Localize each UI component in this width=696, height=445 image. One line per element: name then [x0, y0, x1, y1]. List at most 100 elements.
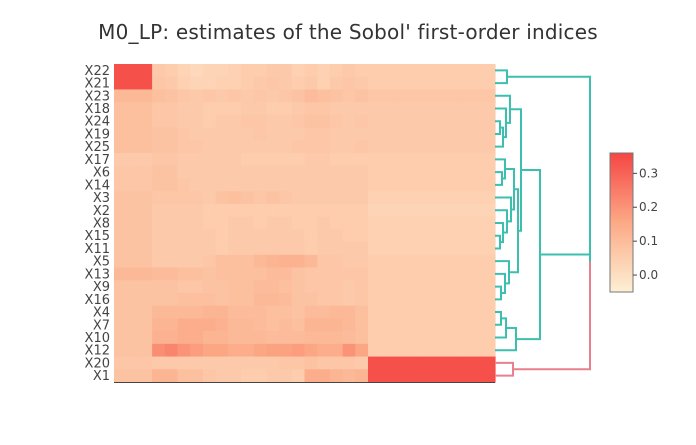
heatmap-cell[interactable]: [393, 356, 407, 370]
heatmap-cell[interactable]: [431, 267, 445, 281]
heatmap-cell[interactable]: [190, 191, 204, 205]
heatmap-cell[interactable]: [279, 140, 293, 154]
heatmap-cell[interactable]: [329, 89, 344, 103]
heatmap-cell[interactable]: [215, 191, 229, 205]
heatmap-cell[interactable]: [304, 331, 318, 345]
heatmap-cell[interactable]: [456, 165, 471, 180]
heatmap-cell[interactable]: [342, 114, 356, 129]
heatmap-cell[interactable]: [202, 229, 217, 243]
heatmap-cell[interactable]: [329, 229, 344, 243]
heatmap-cell[interactable]: [469, 305, 483, 319]
heatmap-cell[interactable]: [380, 203, 394, 218]
heatmap-cell[interactable]: [342, 153, 356, 167]
heatmap-cell[interactable]: [291, 356, 306, 370]
heatmap-cell[interactable]: [215, 140, 229, 154]
heatmap-cell[interactable]: [418, 76, 433, 91]
heatmap-cell[interactable]: [393, 89, 407, 103]
heatmap-cell[interactable]: [164, 369, 179, 383]
heatmap-cell[interactable]: [266, 102, 280, 116]
heatmap-cell[interactable]: [317, 114, 331, 129]
heatmap-cell[interactable]: [241, 114, 255, 129]
heatmap-cell[interactable]: [342, 64, 356, 78]
heatmap-cell[interactable]: [164, 229, 179, 243]
heatmap-cell[interactable]: [253, 229, 267, 243]
heatmap-cell[interactable]: [228, 64, 242, 78]
heatmap-cell[interactable]: [139, 292, 153, 307]
heatmap-cell[interactable]: [444, 331, 458, 345]
heatmap-cell[interactable]: [469, 89, 483, 103]
heatmap-cell[interactable]: [241, 318, 255, 332]
heatmap-cell[interactable]: [253, 127, 267, 141]
heatmap-cell[interactable]: [329, 254, 344, 269]
heatmap-cell[interactable]: [355, 254, 369, 269]
heatmap-cell[interactable]: [215, 343, 229, 358]
heatmap-cell[interactable]: [431, 127, 445, 141]
heatmap-cell[interactable]: [342, 267, 356, 281]
heatmap-cell[interactable]: [317, 343, 331, 358]
heatmap-cell[interactable]: [355, 318, 369, 332]
heatmap-cell[interactable]: [380, 292, 394, 307]
heatmap-cell[interactable]: [152, 76, 166, 91]
heatmap-cell[interactable]: [380, 369, 394, 383]
heatmap-cell[interactable]: [152, 369, 166, 383]
heatmap-cell[interactable]: [482, 267, 496, 281]
heatmap-cell[interactable]: [266, 76, 280, 91]
heatmap-cell[interactable]: [342, 229, 356, 243]
heatmap-cell[interactable]: [355, 229, 369, 243]
heatmap-cell[interactable]: [164, 89, 179, 103]
heatmap-cell[interactable]: [380, 267, 394, 281]
heatmap-cell[interactable]: [444, 64, 458, 78]
heatmap-cell[interactable]: [139, 178, 153, 192]
heatmap-cell[interactable]: [380, 216, 394, 230]
heatmap-cell[interactable]: [418, 203, 433, 218]
heatmap-cell[interactable]: [279, 267, 293, 281]
heatmap-cell[interactable]: [342, 140, 356, 154]
heatmap-cell[interactable]: [368, 178, 382, 192]
heatmap-cell[interactable]: [469, 254, 483, 269]
heatmap-cell[interactable]: [482, 254, 496, 269]
heatmap-cell[interactable]: [406, 267, 420, 281]
heatmap-cell[interactable]: [266, 292, 280, 307]
heatmap-cell[interactable]: [368, 89, 382, 103]
heatmap-cell[interactable]: [368, 165, 382, 180]
heatmap-cell[interactable]: [304, 242, 318, 256]
heatmap-cell[interactable]: [241, 267, 255, 281]
heatmap-cell[interactable]: [253, 89, 267, 103]
heatmap-cell[interactable]: [291, 153, 306, 167]
heatmap-cell[interactable]: [202, 127, 217, 141]
heatmap-cell[interactable]: [177, 280, 191, 294]
heatmap-cell[interactable]: [253, 280, 267, 294]
heatmap-cell[interactable]: [431, 114, 445, 129]
heatmap-cell[interactable]: [253, 343, 267, 358]
heatmap-cell[interactable]: [177, 369, 191, 383]
heatmap-cell[interactable]: [317, 178, 331, 192]
heatmap-cell[interactable]: [406, 343, 420, 358]
heatmap-cell[interactable]: [126, 267, 140, 281]
heatmap-cell[interactable]: [342, 216, 356, 230]
heatmap-cell[interactable]: [279, 165, 293, 180]
heatmap-cell[interactable]: [418, 292, 433, 307]
heatmap-cell[interactable]: [215, 102, 229, 116]
heatmap-cell[interactable]: [380, 331, 394, 345]
heatmap-cell[interactable]: [215, 229, 229, 243]
heatmap-cell[interactable]: [202, 305, 217, 319]
heatmap-cell[interactable]: [190, 64, 204, 78]
heatmap-cell[interactable]: [456, 280, 471, 294]
heatmap-cell[interactable]: [126, 153, 140, 167]
heatmap-cell[interactable]: [317, 127, 331, 141]
heatmap-cell[interactable]: [304, 343, 318, 358]
heatmap-cell[interactable]: [190, 76, 204, 91]
heatmap-cell[interactable]: [291, 305, 306, 319]
heatmap-cell[interactable]: [177, 305, 191, 319]
heatmap-cell[interactable]: [126, 229, 140, 243]
heatmap-cell[interactable]: [418, 165, 433, 180]
heatmap-cell[interactable]: [177, 343, 191, 358]
heatmap-cell[interactable]: [393, 229, 407, 243]
heatmap-cell[interactable]: [469, 165, 483, 180]
heatmap-cell[interactable]: [202, 254, 217, 269]
heatmap-cell[interactable]: [304, 178, 318, 192]
heatmap-cell[interactable]: [291, 216, 306, 230]
heatmap-cell[interactable]: [304, 114, 318, 129]
heatmap-cell[interactable]: [355, 153, 369, 167]
heatmap-cell[interactable]: [266, 191, 280, 205]
